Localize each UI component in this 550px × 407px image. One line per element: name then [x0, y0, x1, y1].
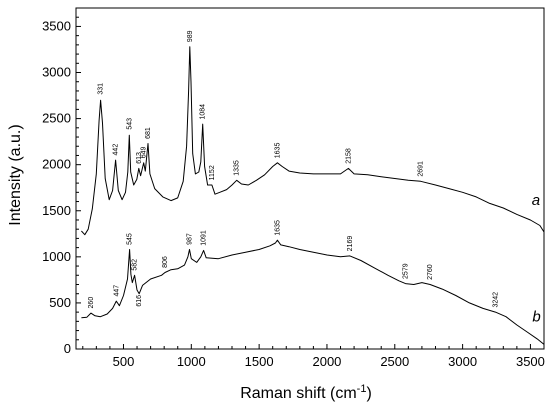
peak-label: 1152 — [209, 165, 216, 180]
peak-label: 616 — [136, 295, 143, 307]
peak-label: 2169 — [347, 236, 354, 252]
y-tick-label: 0 — [64, 341, 71, 356]
peak-label: 806 — [162, 256, 169, 268]
peak-label: 649 — [141, 146, 148, 158]
peak-label: 681 — [145, 127, 152, 139]
y-tick-label: 2000 — [42, 157, 71, 172]
peak-label: 2760 — [427, 264, 434, 280]
x-tick-label: 2000 — [312, 354, 341, 369]
peak-label: 543 — [126, 118, 133, 130]
y-tick-label: 2500 — [42, 111, 71, 126]
peak-label: 1084 — [200, 104, 207, 120]
x-tick-label: 1500 — [245, 354, 274, 369]
peak-label: 582 — [132, 259, 139, 271]
plot-area: 500 1000 1500 2000 2500 3000 3500 0 500 1000 1500 2… — [42, 7, 545, 369]
peak-label: 989 — [187, 30, 194, 42]
series-line-a — [81, 46, 545, 236]
x-tick-label: 3000 — [448, 354, 477, 369]
peak-label: 260 — [88, 297, 95, 309]
peak-label: 1635 — [274, 143, 281, 159]
peak-label: 1335 — [234, 160, 241, 176]
peak-label: 3242 — [492, 292, 499, 308]
peak-label: 2158 — [345, 148, 352, 164]
peak-label: 613 — [136, 152, 143, 164]
x-tick-label: 3500 — [516, 354, 545, 369]
series-line-b — [81, 239, 545, 345]
y-tick-label: 500 — [49, 295, 71, 310]
plot-frame — [75, 7, 545, 350]
peak-label: 545 — [127, 233, 134, 245]
peak-label: 987 — [187, 233, 194, 245]
x-axis-title: Raman shift (cm-1) — [240, 383, 372, 402]
x-tick-label: 1000 — [177, 354, 206, 369]
y-tick-label: 3000 — [42, 65, 71, 80]
x-tick-label: 2500 — [380, 354, 409, 369]
peak-label: 331 — [98, 83, 105, 95]
x-tick-label: 500 — [113, 354, 135, 369]
y-tick-label: 1000 — [42, 249, 71, 264]
y-tick-label: 1500 — [42, 203, 71, 218]
peak-label: 442 — [113, 144, 120, 156]
series-label-b: b — [532, 308, 540, 325]
peak-label: 2579 — [402, 263, 409, 279]
y-tick-label: 3500 — [42, 18, 71, 33]
y-axis-title: Intensity (a.u.) — [7, 124, 24, 225]
series-label-a: a — [532, 192, 540, 209]
peak-label: 447 — [113, 285, 120, 297]
peak-label: 1091 — [201, 230, 208, 246]
peak-label: 1635 — [274, 220, 281, 236]
peak-label: 2691 — [418, 161, 425, 177]
